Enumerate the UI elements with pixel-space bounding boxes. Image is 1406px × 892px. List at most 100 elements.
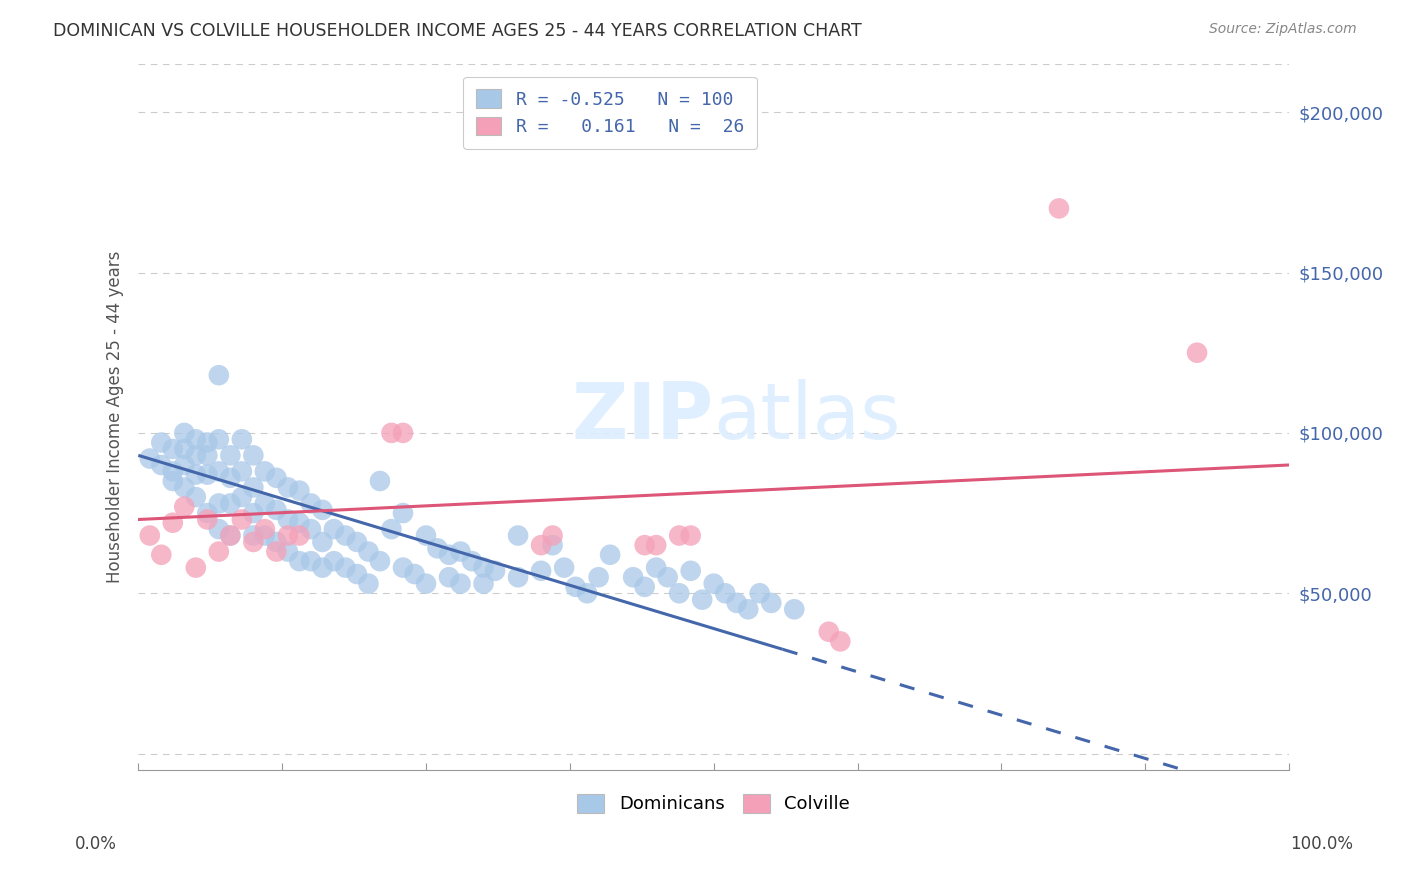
Point	[253, 464, 276, 478]
Point	[576, 586, 599, 600]
Point	[506, 570, 529, 584]
Point	[162, 442, 184, 456]
Point	[668, 528, 690, 542]
Point	[253, 496, 276, 510]
Point	[219, 448, 242, 462]
Point	[219, 496, 242, 510]
Point	[703, 576, 725, 591]
Point	[195, 448, 218, 462]
Point	[266, 503, 288, 517]
Text: DOMINICAN VS COLVILLE HOUSEHOLDER INCOME AGES 25 - 44 YEARS CORRELATION CHART: DOMINICAN VS COLVILLE HOUSEHOLDER INCOME…	[53, 22, 862, 40]
Point	[162, 516, 184, 530]
Text: atlas: atlas	[714, 379, 901, 455]
Point	[253, 528, 276, 542]
Text: Source: ZipAtlas.com: Source: ZipAtlas.com	[1209, 22, 1357, 37]
Point	[530, 564, 553, 578]
Point	[506, 528, 529, 542]
Point	[242, 448, 264, 462]
Point	[299, 522, 322, 536]
Point	[173, 500, 195, 514]
Point	[404, 567, 426, 582]
Point	[633, 538, 655, 552]
Point	[426, 541, 449, 556]
Point	[208, 433, 231, 447]
Point	[564, 580, 586, 594]
Point	[266, 544, 288, 558]
Point	[668, 586, 690, 600]
Point	[277, 528, 299, 542]
Point	[219, 528, 242, 542]
Point	[150, 458, 173, 472]
Point	[368, 474, 391, 488]
Text: 0.0%: 0.0%	[75, 835, 117, 853]
Point	[253, 522, 276, 536]
Point	[599, 548, 621, 562]
Point	[450, 576, 472, 591]
Point	[277, 480, 299, 494]
Point	[472, 576, 495, 591]
Point	[173, 425, 195, 440]
Point	[415, 576, 437, 591]
Point	[679, 564, 702, 578]
Text: 100.0%: 100.0%	[1291, 835, 1353, 853]
Point	[139, 528, 162, 542]
Point	[266, 535, 288, 549]
Point	[541, 528, 564, 542]
Point	[208, 368, 231, 383]
Point	[461, 554, 484, 568]
Point	[311, 560, 333, 574]
Point	[195, 506, 218, 520]
Point	[195, 512, 218, 526]
Point	[242, 535, 264, 549]
Point	[184, 433, 207, 447]
Point	[392, 506, 415, 520]
Point	[288, 528, 311, 542]
Point	[277, 544, 299, 558]
Point	[392, 425, 415, 440]
Point	[184, 448, 207, 462]
Point	[737, 602, 759, 616]
Point	[761, 596, 783, 610]
Point	[242, 506, 264, 520]
Point	[242, 528, 264, 542]
Point	[266, 471, 288, 485]
Point	[173, 442, 195, 456]
Point	[437, 548, 460, 562]
Point	[1185, 345, 1208, 359]
Point	[380, 522, 402, 536]
Point	[219, 528, 242, 542]
Point	[437, 570, 460, 584]
Point	[288, 516, 311, 530]
Point	[357, 544, 380, 558]
Point	[322, 554, 344, 568]
Point	[714, 586, 737, 600]
Point	[277, 512, 299, 526]
Point	[299, 554, 322, 568]
Point	[530, 538, 553, 552]
Point	[311, 503, 333, 517]
Point	[208, 522, 231, 536]
Point	[748, 586, 770, 600]
Point	[725, 596, 748, 610]
Text: ZIP: ZIP	[571, 379, 714, 455]
Point	[208, 496, 231, 510]
Point	[346, 535, 368, 549]
Point	[184, 560, 207, 574]
Point	[380, 425, 402, 440]
Point	[184, 467, 207, 482]
Point	[150, 548, 173, 562]
Point	[208, 464, 231, 478]
Point	[173, 480, 195, 494]
Point	[690, 592, 713, 607]
Point	[346, 567, 368, 582]
Point	[322, 522, 344, 536]
Point	[830, 634, 852, 648]
Point	[139, 451, 162, 466]
Point	[242, 480, 264, 494]
Point	[679, 528, 702, 542]
Point	[1047, 202, 1070, 216]
Point	[645, 560, 668, 574]
Point	[231, 433, 253, 447]
Point	[633, 580, 655, 594]
Point	[195, 435, 218, 450]
